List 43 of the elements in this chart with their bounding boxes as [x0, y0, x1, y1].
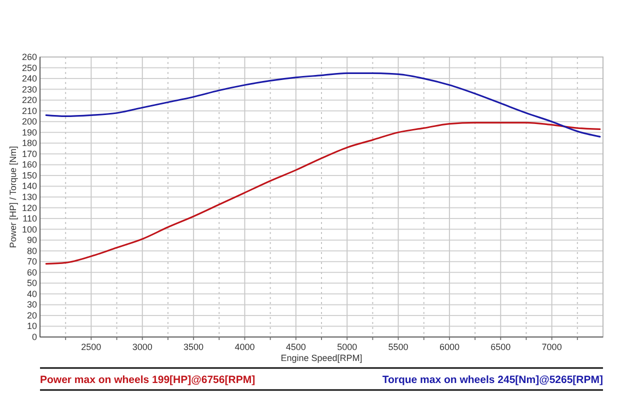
x-tick-label: 4500 [286, 342, 306, 352]
x-tick-label: 6000 [439, 342, 460, 352]
y-tick-label: 90 [26, 235, 37, 246]
y-tick-label: 80 [26, 246, 37, 256]
y-tick-label: 130 [22, 192, 37, 202]
x-tick-label: 6500 [490, 342, 511, 352]
y-tick-label: 200 [22, 116, 37, 127]
y-tick-label: 260 [22, 52, 37, 62]
y-tick-label: 70 [26, 256, 37, 267]
x-tick-label: 3000 [132, 342, 152, 352]
y-tick-label: 120 [22, 202, 37, 213]
y-tick-label: 0 [32, 332, 37, 342]
y-tick-label: 10 [26, 321, 37, 332]
y-tick-label: 150 [22, 170, 37, 180]
line-series [45, 122, 601, 265]
text: Power max on wheels 199[HP]@6756[RPM] [40, 374, 256, 386]
y-tick-label: 220 [22, 95, 37, 106]
x-tick-label: 5000 [337, 342, 358, 352]
y-tick-label: 30 [26, 300, 37, 310]
y-tick-label: 140 [22, 181, 37, 192]
y-axis-title: Power [HP] / Torque [Nm] [8, 146, 18, 248]
x-tick-label: 3500 [184, 342, 204, 352]
x-tick-label: 2500 [81, 342, 102, 352]
y-tick-label: 230 [22, 84, 37, 94]
y-tick-label: 160 [22, 160, 37, 170]
y-tick-label: 250 [22, 62, 37, 73]
y-tick-label: 50 [26, 278, 37, 288]
y-tick-label: 210 [22, 106, 37, 116]
y-tick-label: 60 [26, 267, 37, 278]
x-axis-title: Engine Speed[RPM] [280, 353, 362, 363]
x-tick-label: 7000 [542, 342, 562, 352]
x-tick-label: 4000 [234, 342, 255, 352]
y-tick-label: 170 [22, 148, 37, 159]
y-tick-label: 180 [22, 138, 37, 148]
y-tick-label: 100 [22, 224, 37, 234]
y-tick-label: 20 [26, 310, 37, 320]
y-tick-label: 40 [26, 288, 37, 299]
line-series [45, 72, 601, 138]
y-tick-label: 110 [22, 214, 37, 224]
y-tick-label: 190 [22, 127, 37, 138]
text: Torque max on wheels 245[Nm]@5265[RPM] [382, 374, 603, 386]
y-tick-label: 240 [22, 74, 37, 84]
x-tick-label: 5500 [388, 342, 408, 352]
